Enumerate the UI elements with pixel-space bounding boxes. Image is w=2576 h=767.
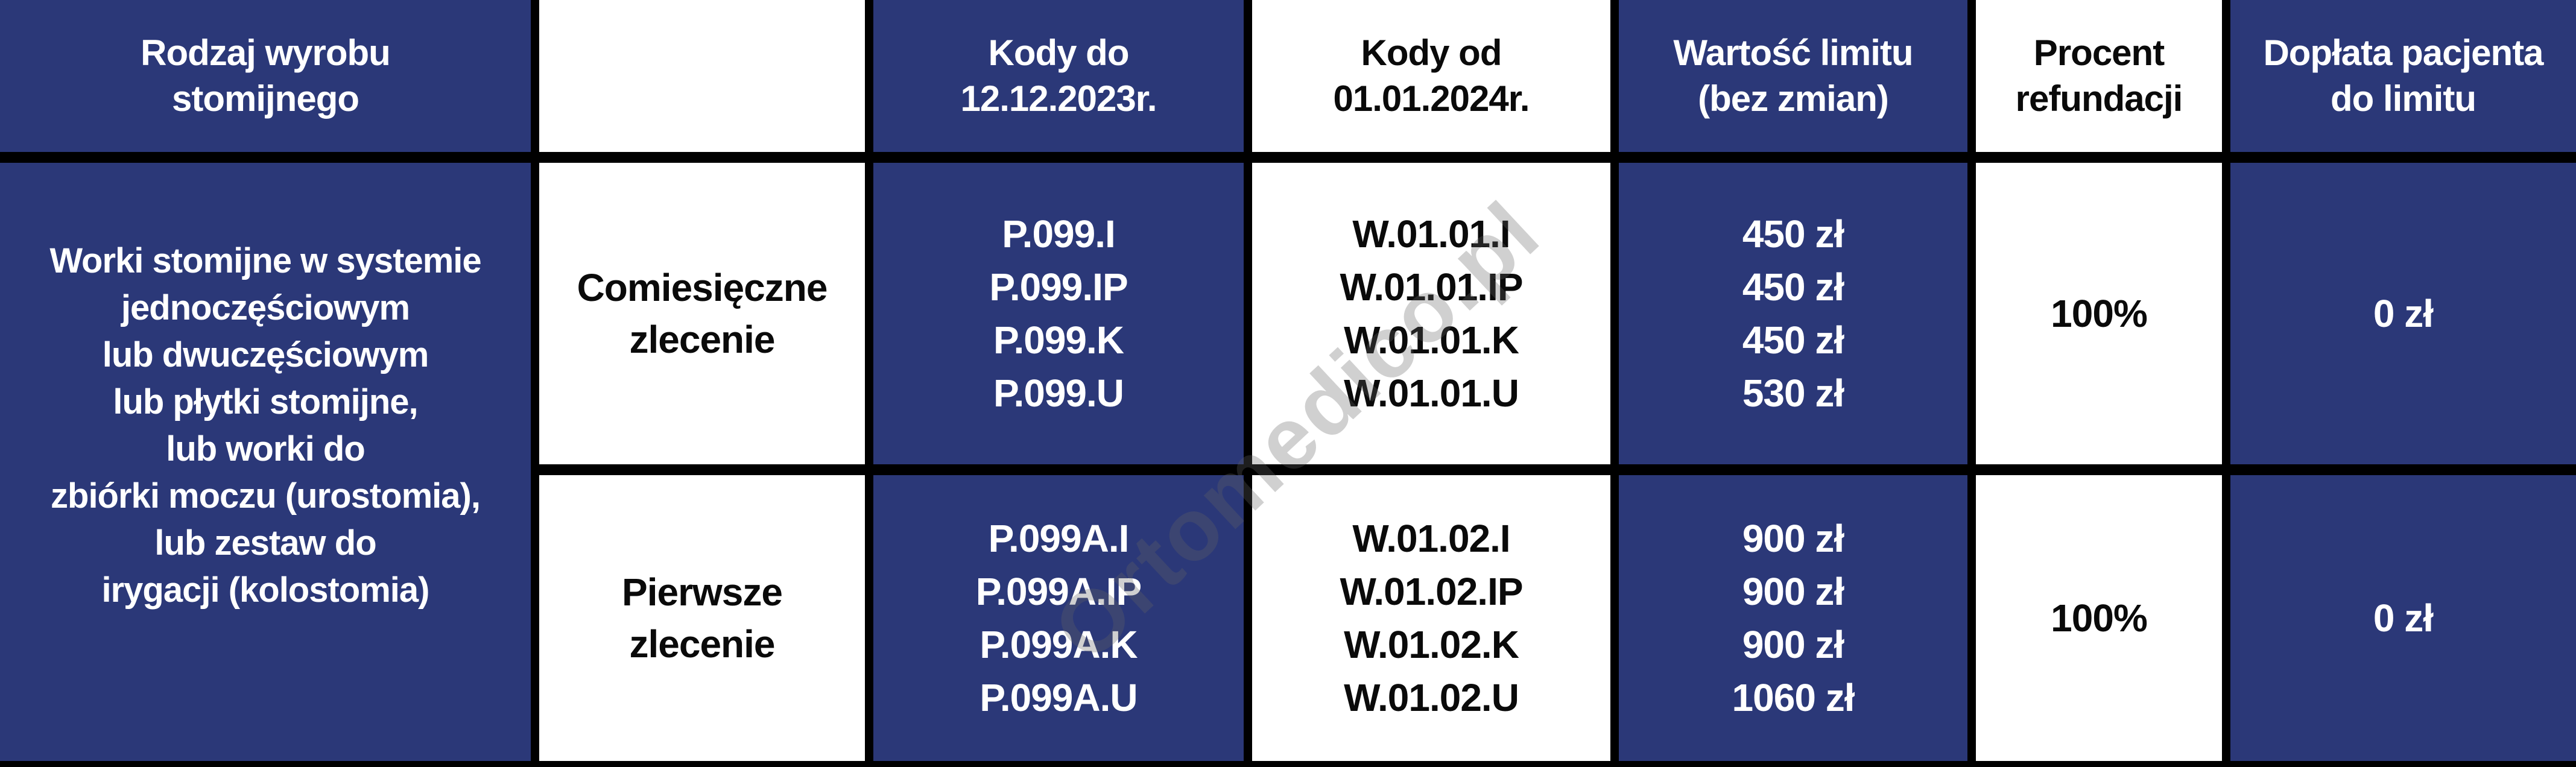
limit-values-cell-row2: 900 zł 900 zł 900 zł 1060 zł (1619, 475, 1967, 761)
header-codes-old: Kody do 12.12.2023r. (873, 0, 1244, 152)
refund-percent-cell-row1: 100% (1976, 163, 2222, 464)
product-description-cell: Worki stomijne w systemie jednoczęściowy… (0, 163, 531, 761)
header-product-type: Rodzaj wyrobu stomijnego (0, 0, 531, 152)
copay-cell-row2: 0 zł (2230, 475, 2576, 761)
header-refund-percent: Procent refundacji (1976, 0, 2222, 152)
codes-old-cell-row1: P.099.I P.099.IP P.099.K P.099.U (873, 163, 1244, 464)
refund-percent-cell-row2: 100% (1976, 475, 2222, 761)
codes-old-cell-row2: P.099A.I P.099A.IP P.099A.K P.099A.U (873, 475, 1244, 761)
codes-new-cell-row1: W.01.01.I W.01.01.IP W.01.01.K W.01.01.U (1252, 163, 1610, 464)
header-codes-new: Kody od 01.01.2024r. (1252, 0, 1610, 152)
copay-cell-row1: 0 zł (2230, 163, 2576, 464)
order-type-cell-row2: Pierwsze zlecenie (539, 475, 865, 761)
header-patient-copay: Dopłata pacjenta do limitu (2230, 0, 2576, 152)
header-limit-value: Wartość limitu (bez zmian) (1619, 0, 1967, 152)
order-type-cell-row1: Comiesięczne zlecenie (539, 163, 865, 464)
limit-values-cell-row1: 450 zł 450 zł 450 zł 530 zł (1619, 163, 1967, 464)
codes-new-cell-row2: W.01.02.I W.01.02.IP W.01.02.K W.01.02.U (1252, 475, 1610, 761)
header-order-type (539, 0, 865, 152)
